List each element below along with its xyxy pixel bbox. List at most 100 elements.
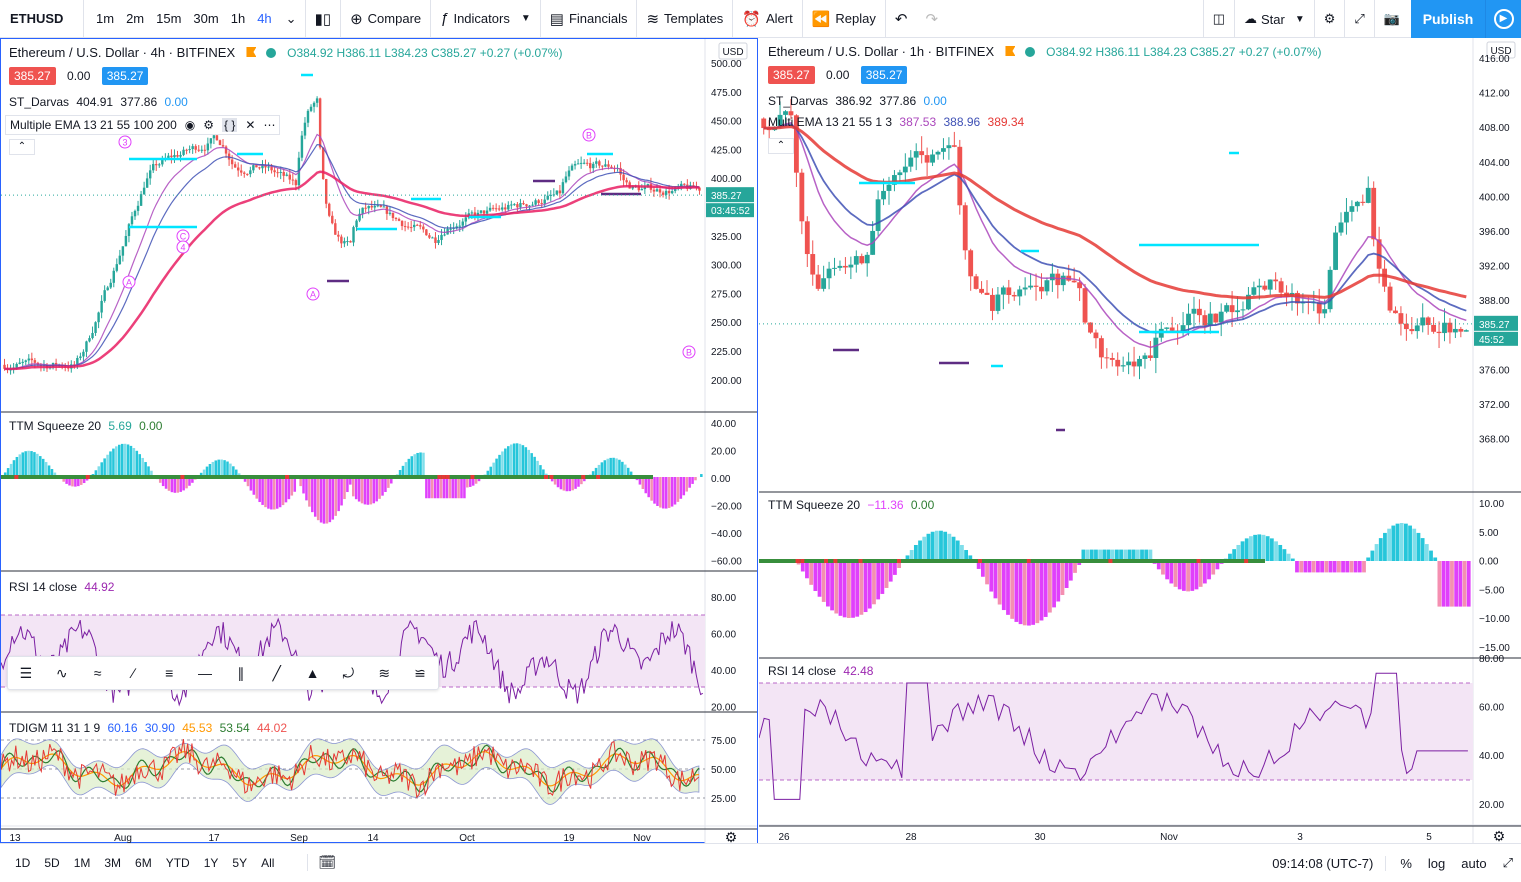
lines-tool-icon[interactable]: ☰ [8,657,44,689]
symbol-search[interactable]: ETHUSD [0,0,84,38]
publish-menu-button[interactable]: ▶ [1485,0,1521,38]
candle [1251,287,1256,295]
price-tick: 400.00 [1479,192,1510,203]
alert-button[interactable]: ⏰ Alert [732,0,801,38]
spread-value: 0.00 [67,69,90,83]
range-1d[interactable]: 1D [8,856,37,870]
candle [1072,281,1077,283]
legend-left: Ethereum / U.S. Dollar · 4h · BITFINEX O… [9,45,562,60]
ttm-bar [872,561,876,604]
tdi-value-4: 53.54 [220,721,250,735]
range-5y[interactable]: 5Y [225,856,254,870]
ema-label: Multi EMA 13 21 55 1 3 [768,115,892,129]
timeframe-2m[interactable]: 2m [120,0,150,38]
snapshot-button[interactable]: 📷 [1374,0,1409,38]
collapse-legend-button[interactable]: ⌃ [768,138,794,154]
timeframe-1m[interactable]: 1m [90,0,120,38]
candle [601,166,603,167]
collapse-legend-button[interactable]: ⌃ [9,139,35,155]
candle [843,266,848,268]
percent-scale-toggle[interactable]: % [1392,856,1420,871]
sell-price[interactable]: 385.27 [768,66,815,84]
fib-tool-icon[interactable]: ≡ [151,657,187,689]
candle [152,164,154,170]
timeframe-30m[interactable]: 30m [187,0,224,38]
price-axis[interactable] [705,39,757,843]
compare-button[interactable]: ⊕ Compare [340,0,430,38]
xabcd-pattern-icon[interactable]: ▲ [295,657,331,689]
templates-button[interactable]: ≋ Templates [636,0,732,38]
auto-scale-toggle[interactable]: auto [1453,856,1494,871]
horizontal-line-icon[interactable]: — [187,657,223,689]
wave-tool-icon[interactable]: ≈ [80,657,116,689]
undo-button[interactable]: ↶ [885,0,917,38]
ruler-tool-icon[interactable]: ≌ [402,657,438,689]
candle [1148,355,1153,358]
wave-label: A [126,278,132,288]
sell-price[interactable]: 385.27 [9,67,56,85]
indicators-button[interactable]: ƒ Indicators ▼ [430,0,540,38]
ttm-bar [276,477,279,509]
ema-legend-left[interactable]: Multiple EMA 13 21 55 100 200 ◉ ⚙ { } ✕ … [5,115,280,135]
candle [122,246,124,255]
buy-price[interactable]: 385.27 [861,66,908,84]
chart-settings-icon[interactable]: ⚙ [725,829,738,843]
channel-tool-icon[interactable]: ≋ [366,657,402,689]
range-3m[interactable]: 3M [97,856,128,870]
star-button[interactable]: ☁ Star ▼ [1234,0,1314,38]
settings-button[interactable]: ⚙ [1314,0,1345,38]
chart-settings-icon[interactable]: ⚙ [1493,828,1506,843]
pattern-tool-icon[interactable]: ∿ [44,657,80,689]
candle [198,150,200,151]
compare-label: Compare [368,11,421,26]
time-tick: 19 [563,833,575,843]
range-6m[interactable]: 6M [128,856,159,870]
redo-button[interactable]: ↷ [916,0,947,38]
range-1m[interactable]: 1M [67,856,98,870]
chart-pane-left[interactable]: USD500.00475.00450.00425.00400.00350.003… [0,38,758,843]
layout-button[interactable]: ◫ [1203,0,1234,38]
vertical-lines-icon[interactable]: ∥ [223,657,259,689]
date-range-button[interactable]: 🗓 [307,854,336,871]
candle [419,225,421,226]
publish-button[interactable]: Publish [1411,0,1485,38]
candle [1404,324,1409,329]
candle [173,155,175,157]
ttm-bar [1257,534,1261,561]
fullscreen-button[interactable]: ⤢ [1344,0,1373,38]
source-code-icon[interactable]: { } [222,118,237,132]
candle [604,164,606,166]
range-all[interactable]: All [254,856,281,870]
ttm-bar [24,451,27,477]
gear-icon[interactable]: ⚙ [203,118,214,132]
range-1y[interactable]: 1Y [197,856,226,870]
buy-price[interactable]: 385.27 [102,67,149,85]
range-ytd[interactable]: YTD [159,856,197,870]
clock[interactable]: 09:14:08 (UTC-7) [1264,856,1386,871]
ttm-bar [106,455,109,477]
financials-button[interactable]: ▤ Financials [540,0,637,38]
timeframe-4h[interactable]: 4h [251,0,277,38]
candle [486,211,488,214]
timeframe-dropdown[interactable]: ⌄ [278,0,306,38]
chart-type-button[interactable]: ▮▯ [306,0,341,38]
ttm-bar [939,531,943,561]
replay-button[interactable]: ⏪ Replay [802,0,885,38]
spiral-tool-icon[interactable]: ⤾ [330,657,366,689]
close-icon[interactable]: ✕ [245,118,255,132]
chart-canvas-right[interactable]: USD416.00412.00408.00404.00400.00396.003… [759,38,1521,843]
timeframe-15m[interactable]: 15m [150,0,187,38]
ttm-bar [492,463,495,477]
timeframe-1h[interactable]: 1h [225,0,251,38]
ray-tool-icon[interactable]: ╱ [259,657,295,689]
ttm-bar [645,477,648,493]
range-5d[interactable]: 5D [37,856,66,870]
fullscreen-icon[interactable]: ⤢ [1495,855,1521,871]
trend-tool-icon[interactable]: ∕ [115,657,151,689]
log-scale-toggle[interactable]: log [1420,856,1453,871]
eye-icon[interactable]: ◉ [185,118,195,132]
more-icon[interactable]: ⋯ [263,118,275,132]
ttm-bar [130,446,133,477]
rsi-value: 42.48 [843,664,873,678]
